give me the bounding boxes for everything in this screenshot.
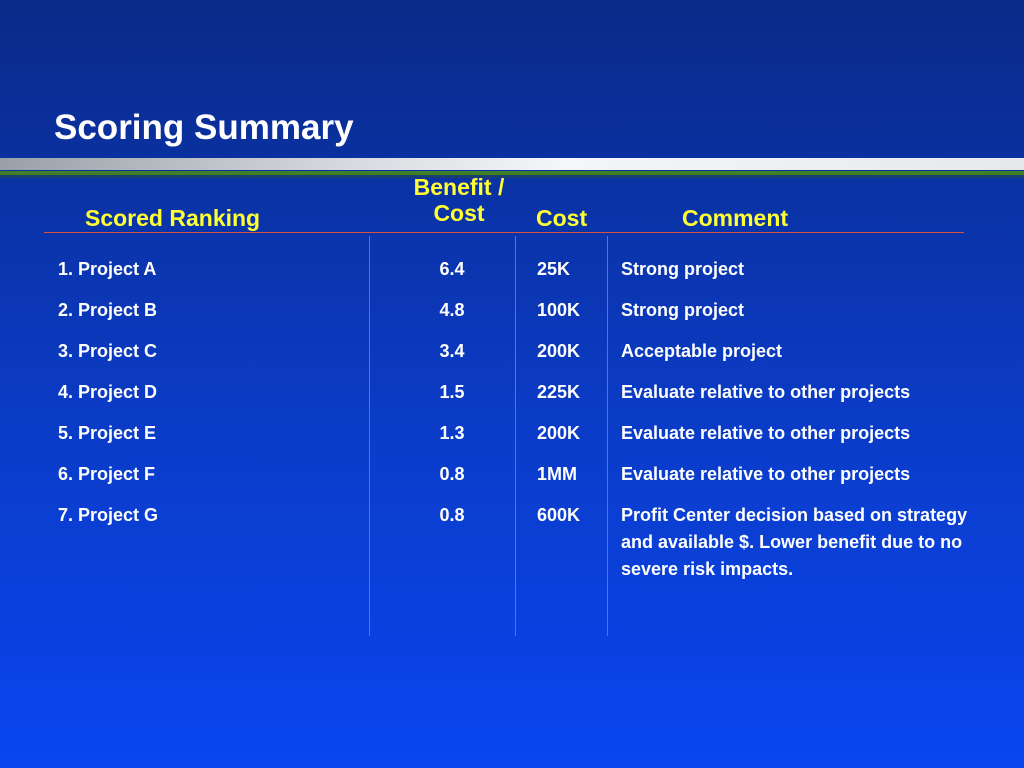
column-header-comment: Comment [682,205,789,231]
cost-value: 225K [537,382,581,402]
header-rule [44,232,964,233]
column-divider-2 [515,236,516,636]
cost-value: 200K [537,423,581,443]
project-name: 6. Project F [58,464,156,484]
comment-text: Strong project [621,259,745,279]
title-divider-dark [0,175,1024,178]
column-header-cost: Cost [536,205,588,231]
comment-text: Evaluate relative to other projects [621,464,911,484]
benefit-cost-header-text: Benefit / Cost [413,174,505,226]
comment-text: Strong project [621,300,745,320]
comment-text: Evaluate relative to other projects [621,423,911,443]
project-name: 3. Project C [58,341,158,361]
title-divider-green [0,171,1024,175]
cost-value: 1MM [537,464,577,484]
page-title: Scoring Summary [54,108,354,147]
project-name: 4. Project D [58,382,158,402]
project-name: 2. Project B [58,300,158,320]
benefit-cost-value: 4.8 [439,300,465,320]
comment-text: Acceptable project [621,341,783,361]
column-divider-3 [607,236,608,636]
column-divider-1 [369,236,370,636]
benefit-cost-value: 0.8 [439,464,465,484]
column-header-ranking: Scored Ranking [85,205,261,231]
benefit-cost-value: 3.4 [439,341,465,361]
cost-value: 600K [537,505,581,525]
project-name: 5. Project E [58,423,157,443]
cost-value: 25K [537,259,571,279]
comment-text: Evaluate relative to other projects [621,382,911,402]
benefit-cost-value: 0.8 [439,505,465,525]
cost-value: 100K [537,300,581,320]
column-header-benefit-cost: Benefit / Cost [399,174,519,226]
project-name: 1. Project A [58,259,157,279]
project-name: 7. Project G [58,505,159,525]
benefit-cost-value: 1.5 [439,382,465,402]
cost-value: 200K [537,341,581,361]
title-divider-silver [0,158,1024,170]
benefit-cost-value: 6.4 [439,259,465,279]
benefit-cost-value: 1.3 [439,423,465,443]
comment-text: Profit Center decision based on strategy… [621,505,968,579]
